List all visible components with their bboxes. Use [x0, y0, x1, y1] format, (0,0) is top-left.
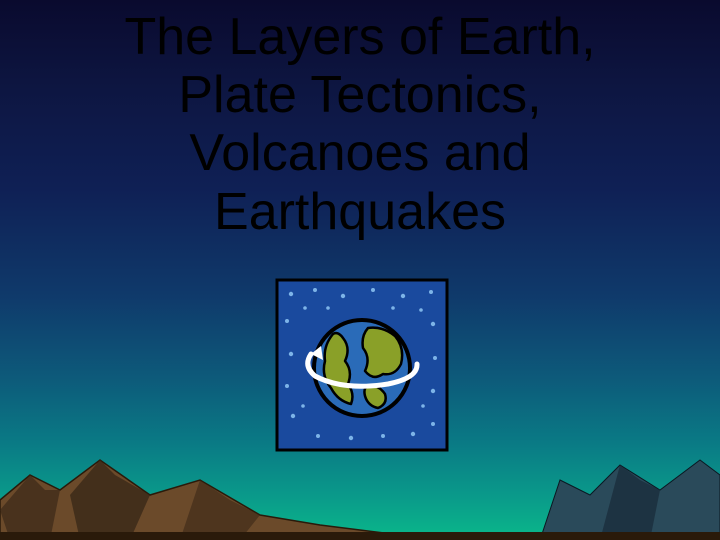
title-line-3: Volcanoes and: [189, 124, 530, 182]
title-line-4: Earthquakes: [214, 183, 506, 241]
title-line-1: The Layers of Earth,: [124, 8, 595, 66]
earth-clipart: [273, 276, 451, 454]
title-line-2: Plate Tectonics,: [178, 66, 541, 124]
slide-title: The Layers of Earth, Plate Tectonics, Vo…: [0, 8, 720, 241]
slide: The Layers of Earth, Plate Tectonics, Vo…: [0, 0, 720, 540]
